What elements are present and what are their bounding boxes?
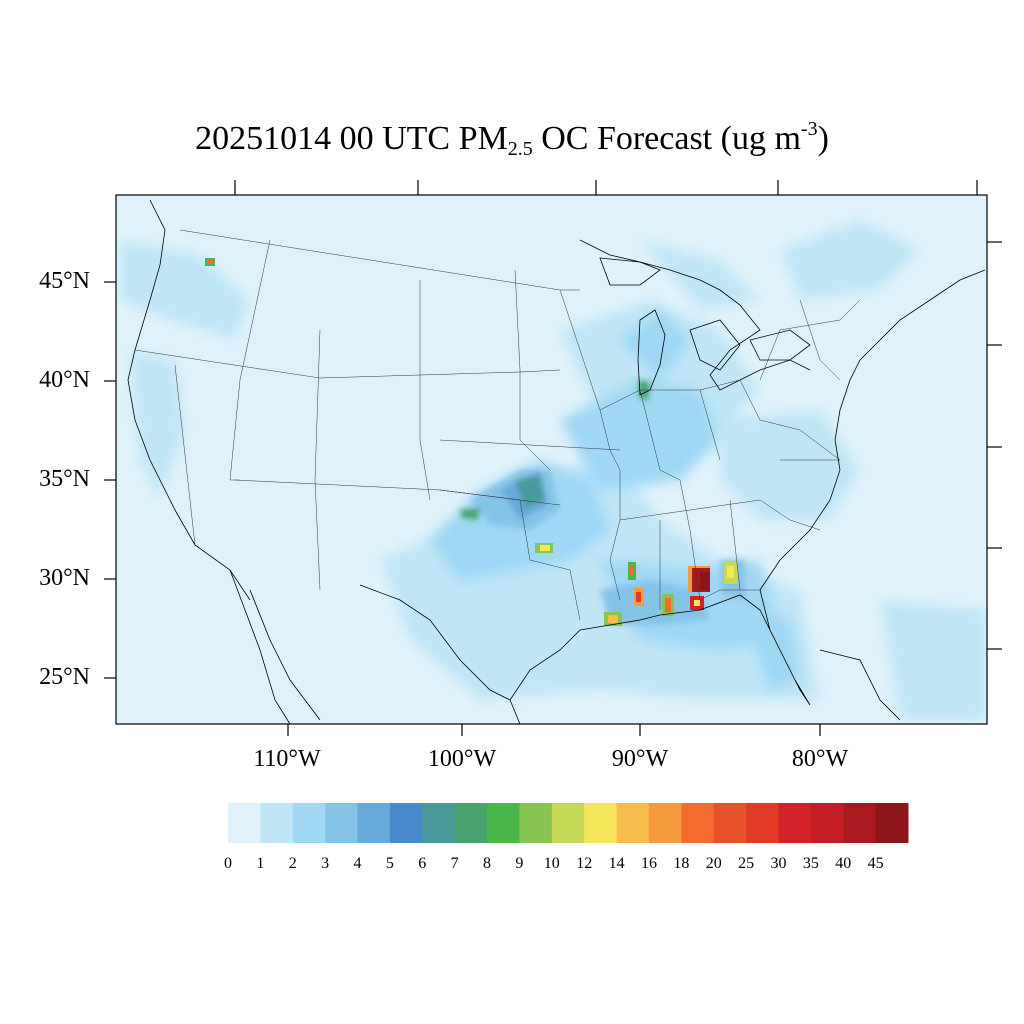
colorbar-tick-label: 5 [385,855,394,872]
colorbar-tick-label: 1 [256,855,265,872]
colorbar-swatch [260,803,294,843]
colorbar-tick-label: 30 [770,855,787,872]
colorbar-tick-label: 14 [608,855,625,872]
colorbar-swatch [875,803,909,843]
colorbar-swatch [810,803,844,843]
title-main: 20251014 00 UTC PM [195,120,508,157]
lat-label-45: 45°N [39,268,90,294]
colorbar-tick-label: 20 [705,855,722,872]
colorbar-swatch [389,803,423,843]
colorbar-swatch [422,803,456,843]
colorbar-tick-label: 4 [353,855,362,872]
colorbar-tick-label: 35 [802,855,819,872]
colorbar-swatch [228,803,261,843]
colorbar-swatch [292,803,326,843]
colorbar-swatch [454,803,488,843]
lon-label-90: 90°W [611,746,669,772]
colorbar-swatch [843,803,877,843]
colorbar-tick-label: 7 [450,855,459,872]
concentration-field [120,220,987,720]
colorbar-swatch [616,803,650,843]
colorbar-swatch [648,803,682,843]
colorbar-tick-label: 6 [418,855,427,872]
colorbar [228,803,909,843]
coastlines [127,199,986,724]
map-title: 20251014 00 UTC PM2.5 OC Forecast (ug m-… [0,118,1024,161]
colorbar-tick-label: 40 [835,855,852,872]
colorbar-swatch [551,803,585,843]
colorbar-swatch [778,803,812,843]
colorbar-swatch [681,803,715,843]
colorbar-tick-label: 8 [483,855,492,872]
lon-label-100: 100°W [427,746,497,772]
colorbar-tick-label: 16 [640,855,657,872]
lat-label-30: 30°N [39,565,90,591]
map-frame [115,194,988,725]
colorbar-tick-label: 9 [515,855,524,872]
title-superscript: -3 [800,118,818,140]
colorbar-swatch [357,803,391,843]
title-subscript: 2.5 [507,138,533,160]
lon-label-110: 110°W [253,746,321,772]
colorbar-tick-label: 3 [321,855,330,872]
lat-label-40: 40°N [39,367,90,393]
title-units: OC Forecast (ug m [532,120,801,157]
colorbar-swatch [584,803,618,843]
colorbar-tick-label: 12 [576,855,593,872]
colorbar-swatch [713,803,747,843]
colorbar-tick-label: 45 [867,855,884,872]
axis-ticks [104,180,1002,736]
lon-label-80: 80°W [791,746,849,772]
state-boundaries [134,229,861,621]
colorbar-tick-label: 2 [288,855,297,872]
colorbar-swatch [487,803,520,843]
colorbar-swatch [519,803,553,843]
colorbar-tick-label: 10 [543,855,560,872]
lat-label-25: 25°N [39,664,90,690]
colorbar-tick-label: 25 [738,855,755,872]
hotspot-markers [205,258,738,626]
lat-label-35: 35°N [39,466,90,492]
colorbar-tick-label: 0 [224,855,232,872]
title-close: ) [817,120,829,157]
colorbar-swatch [746,803,779,843]
colorbar-tick-label: 18 [673,855,690,872]
colorbar-swatch [325,803,359,843]
